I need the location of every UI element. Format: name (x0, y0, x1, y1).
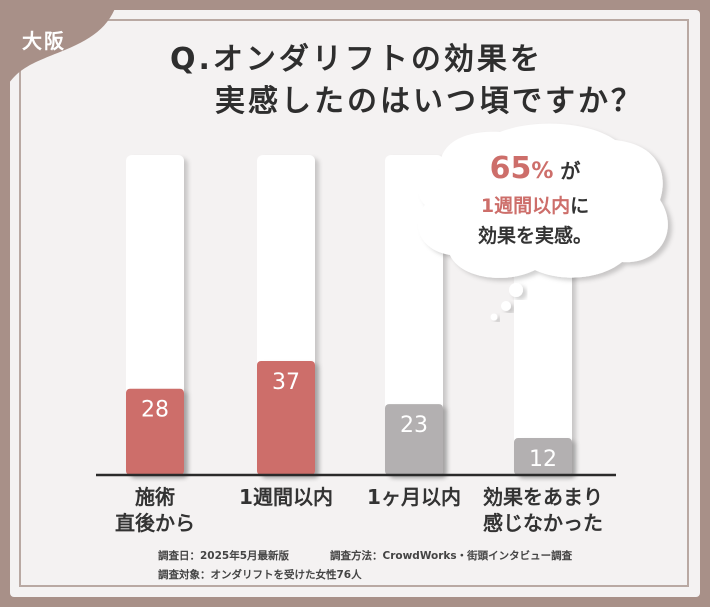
x-tick-label: 1週間以内 (206, 484, 366, 510)
x-tick-label-line-1: 1ヶ月以内 (367, 485, 461, 509)
question-title-line-1: Q.オンダリフトの効果を (170, 42, 543, 77)
x-tick-label-line-1: 施術 (135, 485, 175, 509)
callout-line-1: 65% が (445, 150, 625, 191)
bar (514, 438, 572, 475)
callout-line-2: 1週間以内に (445, 191, 625, 221)
callout-cloud-shape (418, 123, 668, 278)
region-badge (0, 0, 118, 100)
callout-text: 65% が 1週間以内に 効果を実感。 (445, 150, 625, 251)
x-tick-label: 1ヶ月以内 (334, 484, 494, 510)
callout-accent-period: 1週間以内 (480, 195, 571, 217)
footnote-survey-target: 調査対象：オンダリフトを受けた女性76人 (158, 569, 362, 581)
callout-line-3: 効果を実感。 (477, 225, 592, 247)
bar-value-label: 12 (529, 447, 557, 472)
callout-percent-sign: % (531, 159, 554, 184)
callout-line-2-suffix: に (570, 195, 590, 217)
bar-value-label: 28 (141, 398, 169, 423)
x-tick-label: 効果をあまり 感じなかった (463, 484, 623, 536)
bars: 28 37 23 12 (126, 361, 572, 475)
callout-bubble (418, 123, 668, 321)
bar (257, 361, 315, 475)
callout-dot-large (509, 283, 523, 297)
callout-dot-medium (501, 301, 511, 311)
x-tick-label-line-1: 1週間以内 (239, 485, 333, 509)
x-tick-label: 施術 直後から (75, 484, 235, 536)
chart-panel (10, 10, 700, 597)
question-title-line-2: 実感したのはいつ頃ですか？ (215, 84, 644, 119)
x-tick-label-line-2: 感じなかった (483, 511, 603, 535)
footnote-survey-method: 調査方法：CrowdWorks・街頭インタビュー調査 (330, 550, 573, 562)
callout-line-1-suffix: が (560, 159, 581, 183)
bar-value-label: 23 (400, 413, 428, 438)
bar-value-label: 37 (272, 370, 300, 395)
x-tick-label-line-2: 直後から (115, 511, 195, 535)
footnote-survey-date: 調査日：2025年5月最新版 (158, 550, 290, 562)
region-label: 大阪 (22, 29, 66, 53)
bar (126, 388, 184, 475)
bar (385, 404, 443, 475)
callout-dot-small (490, 313, 498, 321)
x-tick-label-line-1: 効果をあまり (483, 485, 603, 509)
callout-percent-value: 65 (489, 151, 532, 186)
